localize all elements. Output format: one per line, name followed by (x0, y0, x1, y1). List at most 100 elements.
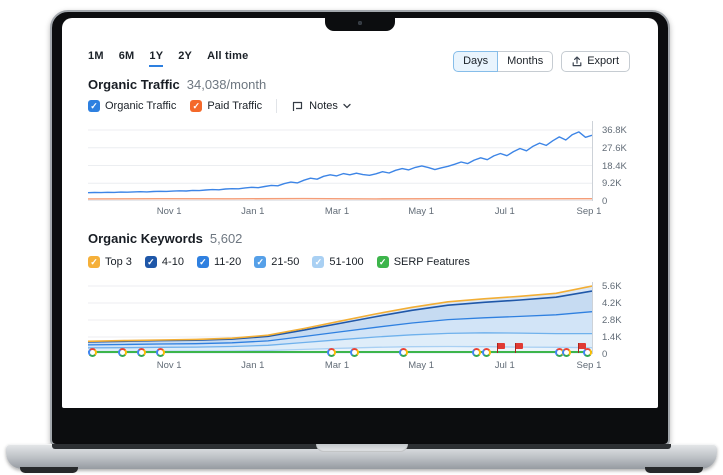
chevron-down-icon (343, 103, 351, 109)
chip-label: 4-10 (161, 256, 184, 268)
y-tick-label: 0 (602, 349, 608, 361)
google-update-marker[interactable] (350, 348, 360, 357)
y-tick-label: 18.4K (602, 160, 627, 172)
y-tick-label: 9.2K (602, 178, 622, 190)
organic-traffic-chart[interactable] (88, 121, 593, 201)
google-update-marker[interactable] (156, 348, 166, 357)
traffic-line-svg (88, 129, 592, 201)
google-update-marker[interactable] (482, 348, 492, 357)
legend-51-100[interactable]: ✓ 51-100 (312, 256, 364, 268)
x-tick-label: Sep 1 (576, 360, 602, 371)
x-tick-label: May 1 (408, 360, 435, 371)
organic-traffic-title: Organic Traffic (88, 77, 180, 92)
base-thumb-notch (315, 444, 408, 452)
granularity-toggle: Days Months (453, 51, 554, 73)
checkbox-icon: ✓ (254, 256, 267, 268)
y-tick-label: 27.6K (602, 142, 627, 154)
x-tick-label: Nov 1 (156, 360, 182, 371)
notes-icon (293, 101, 303, 111)
traffic-y-axis: 36.8K 27.6K 18.4K 9.2K 0 (602, 121, 648, 207)
export-label: Export (587, 55, 619, 67)
google-update-marker[interactable] (472, 348, 482, 357)
laptop-base (6, 444, 717, 473)
range-tab-2y[interactable]: 2Y (178, 50, 193, 62)
legend-21-50[interactable]: ✓ 21-50 (254, 256, 299, 268)
organic-keywords-value: 5,602 (209, 231, 243, 246)
laptop-foot-left (20, 467, 78, 473)
organic-keywords-chart[interactable] (88, 282, 593, 357)
google-update-marker[interactable] (118, 348, 128, 357)
organic-keywords-heading: Organic Keywords 5,602 (88, 231, 242, 246)
notes-toggle[interactable]: Notes (291, 100, 351, 113)
checkbox-icon: ✓ (376, 256, 389, 268)
range-tab-all-time[interactable]: All time (207, 50, 249, 62)
laptop-foot-right (645, 467, 703, 473)
date-range-tabs: 1M 6M 1Y 2Y All time (88, 50, 248, 67)
checkbox-icon: ✓ (190, 100, 203, 112)
x-tick-label: Nov 1 (156, 206, 182, 217)
toolbar-right: Days Months Export (453, 51, 630, 73)
chip-label: 11-20 (213, 256, 242, 268)
google-update-marker[interactable] (562, 348, 572, 357)
flag-marker[interactable] (514, 343, 523, 353)
x-tick-label: Mar 1 (324, 360, 350, 371)
x-tick-label: Jul 1 (494, 360, 515, 371)
divider (276, 99, 278, 113)
flag-marker[interactable] (496, 343, 505, 353)
export-button[interactable]: Export (561, 51, 630, 73)
range-tab-1y[interactable]: 1Y (149, 50, 164, 67)
legend-11-20[interactable]: ✓ 11-20 (196, 256, 242, 268)
google-update-marker[interactable] (88, 348, 97, 357)
flag-marker[interactable] (577, 343, 586, 353)
checkbox-icon: ✓ (88, 100, 100, 112)
y-tick-label: 1.4K (602, 332, 622, 344)
google-update-marker[interactable] (555, 348, 565, 357)
x-tick-label: Mar 1 (324, 206, 350, 217)
chip-label: 51-100 (329, 256, 364, 268)
camera-dot (358, 21, 362, 25)
google-update-marker[interactable] (398, 348, 408, 357)
app-window: 1M 6M 1Y 2Y All time Days Months Export Organ… (62, 18, 658, 408)
checkbox-icon: ✓ (196, 256, 209, 268)
y-tick-label: 4.2K (602, 298, 622, 310)
traffic-x-axis: Nov 1 Jan 1 Mar 1 May 1 Jul 1 Sep 1 (88, 206, 602, 218)
laptop-screen: 1M 6M 1Y 2Y All time Days Months Export Organ… (50, 10, 670, 446)
keywords-x-axis: Nov 1 Jan 1 Mar 1 May 1 Jul 1 Sep 1 (88, 360, 602, 372)
keywords-y-axis: 5.6K 4.2K 2.8K 1.4K 0 (602, 281, 648, 360)
range-tab-6m[interactable]: 6M (118, 50, 135, 62)
toggle-months[interactable]: Months (497, 51, 554, 73)
checkbox-icon: ✓ (312, 256, 325, 268)
legend-4-10[interactable]: ✓ 4-10 (144, 256, 184, 268)
serp-features-timeline (88, 343, 592, 357)
y-tick-label: 2.8K (602, 315, 622, 327)
notes-label: Notes (309, 100, 338, 112)
chip-label: SERP Features (393, 256, 470, 268)
google-update-marker[interactable] (583, 348, 592, 357)
organic-keywords-title: Organic Keywords (88, 231, 203, 246)
export-icon (572, 56, 582, 67)
legend-serp-features[interactable]: ✓ SERP Features (376, 256, 470, 268)
google-update-marker[interactable] (326, 348, 336, 357)
traffic-toggles: Notes ✓ Organic Traffic ✓ Paid Traffic (88, 99, 351, 113)
toggle-paid-traffic[interactable]: ✓ Paid Traffic (190, 100, 262, 112)
chip-label: Top 3 (105, 256, 132, 268)
organic-traffic-value: 34,038/month (186, 77, 267, 92)
toggle-organic-traffic[interactable]: ✓ Organic Traffic (88, 100, 176, 112)
checkbox-icon: ✓ (144, 256, 157, 268)
y-tick-label: 5.6K (602, 281, 622, 293)
laptop-notch (325, 12, 395, 31)
chip-label: Paid Traffic (207, 100, 263, 112)
chip-label: 21-50 (271, 256, 300, 268)
range-tab-1m[interactable]: 1M (88, 50, 104, 62)
organic-traffic-heading: Organic Traffic 34,038/month (88, 77, 266, 92)
google-update-marker[interactable] (136, 348, 146, 357)
keywords-legend: ✓ Top 3 ✓ 4-10 ✓ 11-20 ✓ 21-50 ✓ 51-100 ✓ SERP Feat… (88, 256, 470, 268)
checkbox-icon: ✓ (88, 256, 100, 268)
toggle-days[interactable]: Days (453, 51, 499, 73)
legend-top-3[interactable]: ✓ Top 3 (88, 256, 132, 268)
x-tick-label: May 1 (408, 206, 435, 217)
x-tick-label: Jul 1 (494, 206, 515, 217)
chip-label: Organic Traffic (105, 100, 177, 112)
y-tick-label: 36.8K (602, 125, 627, 137)
